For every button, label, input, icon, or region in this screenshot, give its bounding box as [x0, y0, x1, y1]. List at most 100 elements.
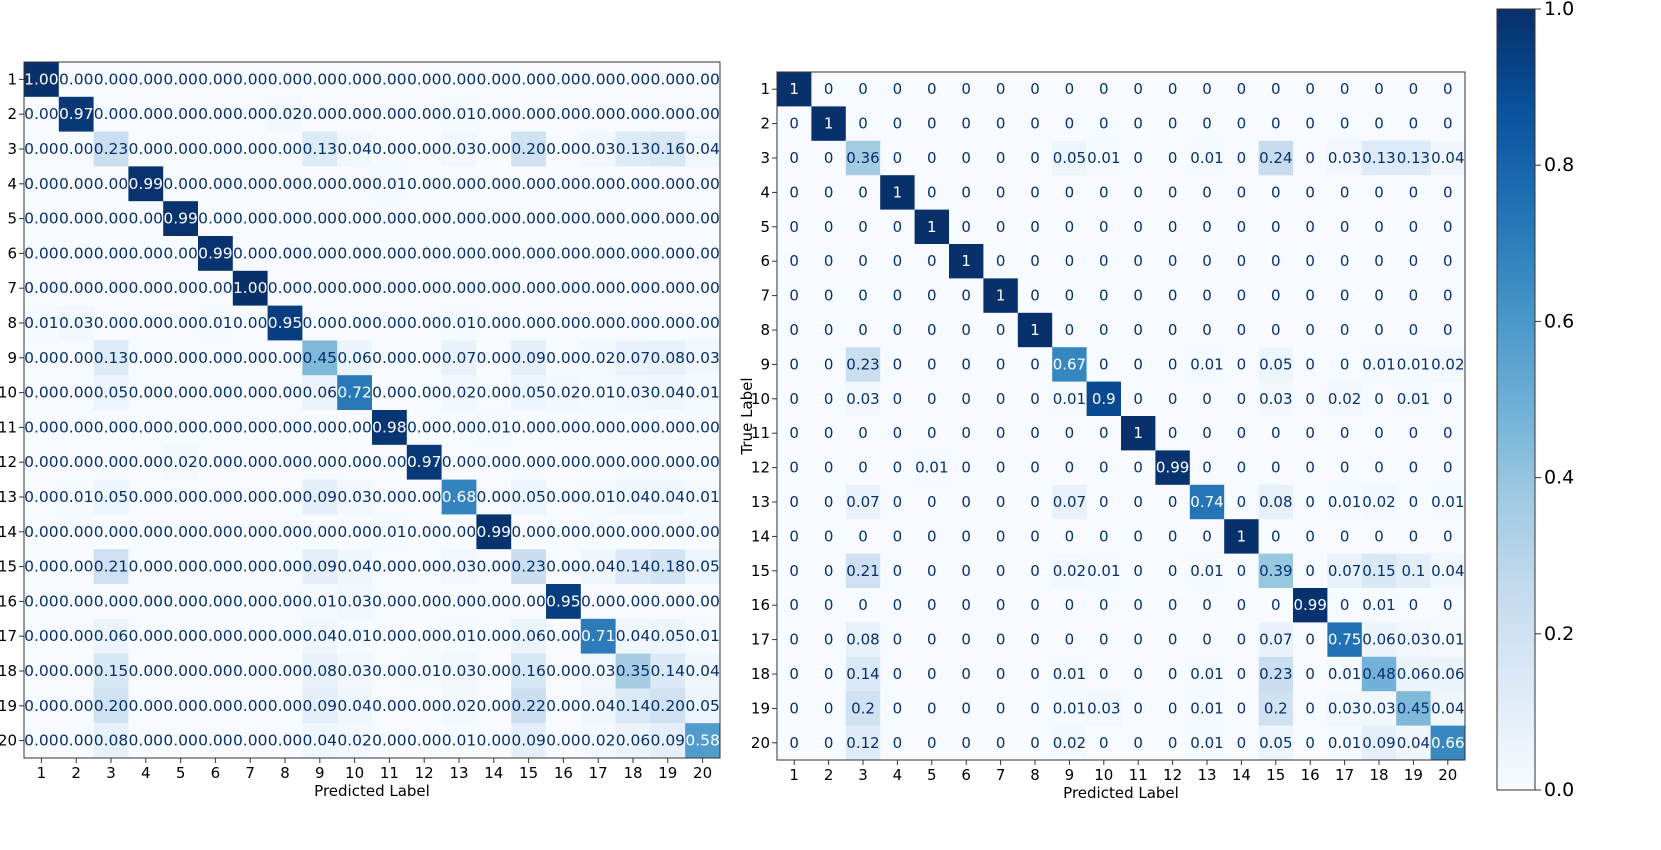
cell-value-label: 0: [1168, 596, 1178, 614]
cell-value-label: 0: [961, 287, 971, 305]
x-tick-label: 17: [1335, 766, 1354, 784]
heatmap-cell: [267, 549, 303, 585]
cell-value-label: 0.00: [59, 384, 94, 402]
cell-value-label: 0.00: [372, 140, 407, 158]
heatmap-cell: [650, 166, 686, 202]
heatmap-cell: [1052, 656, 1087, 692]
heatmap-cell: [845, 72, 881, 107]
heatmap-cell: [1224, 209, 1259, 245]
cell-value-label: 0.18: [651, 558, 686, 576]
cell-value-label: 0: [927, 80, 937, 98]
x-tick-label: 16: [1301, 766, 1320, 784]
heatmap-cell: [845, 691, 881, 726]
heatmap-cell: [441, 375, 477, 411]
cell-value-label: 0.00: [24, 418, 59, 436]
y-tick-label: 7: [7, 279, 17, 297]
cell-value-label: 0: [893, 631, 903, 649]
heatmap-cell: [441, 270, 477, 306]
cell-value-label: 0.00: [24, 349, 59, 367]
x-tick-label: 12: [1163, 766, 1182, 784]
heatmap-cell: [1017, 244, 1053, 279]
y-tick-label: 2: [7, 105, 17, 123]
heatmap-cell: [1258, 450, 1294, 486]
y-tick-label: 4: [7, 175, 17, 193]
heatmap-cell: [845, 416, 881, 451]
heatmap-cell: [1327, 622, 1363, 658]
cell-value-label: 0.00: [546, 70, 581, 88]
cell-value-label: 0.04: [1431, 149, 1464, 167]
heatmap-cell: [1293, 244, 1328, 279]
cell-value-label: 0.00: [581, 210, 616, 228]
cell-value-label: 0.03: [337, 488, 372, 506]
heatmap-cell: [811, 278, 847, 314]
cell-value-label: 0.00: [198, 210, 233, 228]
cell-value-label: 0: [1237, 493, 1247, 511]
cell-value-label: 0: [1237, 562, 1247, 580]
heatmap-cell: [1430, 278, 1466, 314]
x-tick-label: 17: [589, 764, 608, 782]
cell-value-label: 0: [1030, 355, 1040, 373]
cell-value-label: 0.01: [1431, 493, 1464, 511]
cell-value-label: 0: [789, 355, 799, 373]
heatmap-cell: [1224, 106, 1259, 142]
cell-value-label: 0.00: [581, 314, 616, 332]
heatmap-cell: [372, 166, 408, 202]
heatmap-cell: [1430, 209, 1466, 245]
heatmap-cell: [1155, 588, 1191, 623]
heatmap-cell: [914, 278, 950, 314]
heatmap-cell: [685, 584, 721, 620]
heatmap-cell: [1293, 72, 1328, 107]
heatmap-cell: [1430, 106, 1466, 142]
cell-value-label: 0.00: [129, 558, 164, 576]
cell-value-label: 0.72: [337, 384, 372, 402]
cell-value-label: 0.00: [685, 244, 720, 262]
cell-value-label: 0.00: [163, 627, 198, 645]
heatmap-cell: [1327, 656, 1363, 692]
heatmap-cell: [580, 236, 616, 272]
cell-value-label: 0.04: [337, 697, 372, 715]
cell-value-label: 0: [1202, 80, 1212, 98]
heatmap-cell: [1224, 381, 1259, 417]
cell-value-label: 0.00: [546, 105, 581, 123]
cell-value-label: 0.00: [198, 384, 233, 402]
heatmap-cell: [1155, 175, 1191, 210]
cell-value-label: 0.04: [337, 140, 372, 158]
cell-value-label: 0.00: [407, 384, 442, 402]
cell-value-label: 0.03: [337, 592, 372, 610]
cell-value-label: 0.74: [1190, 493, 1223, 511]
cell-value-label: 0: [824, 631, 834, 649]
cell-value-label: 0: [789, 631, 799, 649]
heatmap-cell: [949, 588, 984, 623]
cell-value-label: 0: [1168, 665, 1178, 683]
cell-value-label: 0.04: [1397, 734, 1430, 752]
cell-value-label: 0.00: [407, 140, 442, 158]
heatmap-cell: [777, 484, 812, 520]
cell-value-label: 0: [1340, 596, 1350, 614]
cell-value-label: 0: [1271, 287, 1281, 305]
cell-value-label: 0.00: [233, 592, 268, 610]
heatmap-cell: [337, 410, 373, 446]
cell-value-label: 0.01: [442, 732, 477, 750]
cell-value-label: 0.45: [1397, 699, 1430, 717]
cell-value-label: 0: [789, 699, 799, 717]
cell-value-label: 0.01: [1053, 665, 1086, 683]
heatmap-cell: [511, 479, 547, 515]
cell-value-label: 0.09: [511, 349, 546, 367]
heatmap-cell: [580, 514, 616, 550]
heatmap-cell: [580, 305, 616, 341]
cell-value-label: 0.00: [372, 70, 407, 88]
cell-value-label: 0.35: [616, 662, 651, 680]
cell-value-label: 0: [961, 424, 971, 442]
cell-value-label: 0.48: [1362, 665, 1395, 683]
cell-value-label: 0.08: [1259, 493, 1292, 511]
cell-value-label: 0.01: [1087, 562, 1120, 580]
cell-value-label: 0: [927, 596, 937, 614]
cell-value-label: 0.01: [1053, 699, 1086, 717]
heatmap-cell: [685, 131, 721, 167]
cell-value-label: 0: [824, 321, 834, 339]
cell-value-label: 0.00: [337, 453, 372, 471]
heatmap-cell: [1189, 656, 1225, 692]
cell-value-label: 0.00: [511, 592, 546, 610]
cell-value-label: 0: [1133, 527, 1143, 545]
y-tick-label: 20: [751, 734, 770, 752]
